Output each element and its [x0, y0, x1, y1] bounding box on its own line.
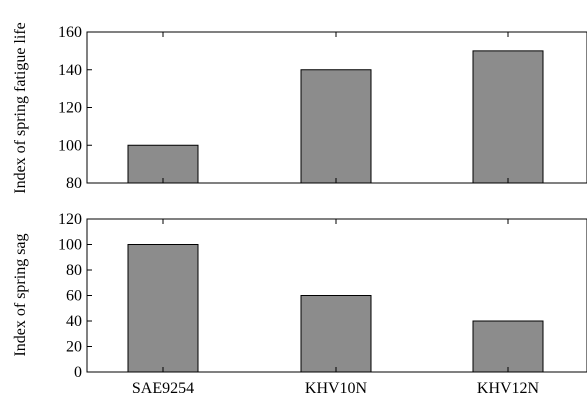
top-y-tick-label: 160 [58, 24, 82, 41]
x-tick-label-khv10n: KHV10N [305, 380, 368, 397]
bottom-y-tick-label: 80 [66, 262, 82, 279]
bottom-panel: Index of spring sag 0 20 40 60 80 100 120 SAE92… [12, 211, 587, 397]
top-y-axis-label: Index of spring fatigue life [12, 22, 29, 194]
top-y-tick-label: 140 [58, 62, 82, 79]
bottom-bar-khv10n [300, 295, 372, 373]
bottom-y-tick-label: 100 [58, 237, 82, 254]
top-panel: Index of spring fatigue life 80 100 120 140… [12, 22, 587, 194]
top-bar-sae9254 [127, 144, 199, 184]
top-y-tick-label: 100 [58, 137, 82, 154]
bottom-bar-sae9254 [127, 244, 199, 373]
bottom-y-tick-label: 120 [58, 211, 82, 228]
bottom-y-tick-label: 20 [66, 339, 82, 356]
bottom-y-tick-label: 0 [74, 364, 82, 381]
bottom-y-tick-label: 40 [66, 313, 82, 330]
top-y-tick-label: 80 [66, 175, 82, 192]
x-tick-label-sae9254: SAE9254 [132, 380, 194, 397]
top-bar-khv12n [472, 50, 544, 184]
bottom-y-tick-label: 60 [66, 288, 82, 305]
top-y-tick-label: 120 [58, 100, 82, 117]
top-bar-khv10n [300, 69, 372, 184]
bottom-bar-khv12n [472, 320, 544, 373]
bottom-y-axis-label: Index of spring sag [12, 233, 29, 356]
x-tick-label-khv12n: KHV12N [477, 380, 540, 397]
